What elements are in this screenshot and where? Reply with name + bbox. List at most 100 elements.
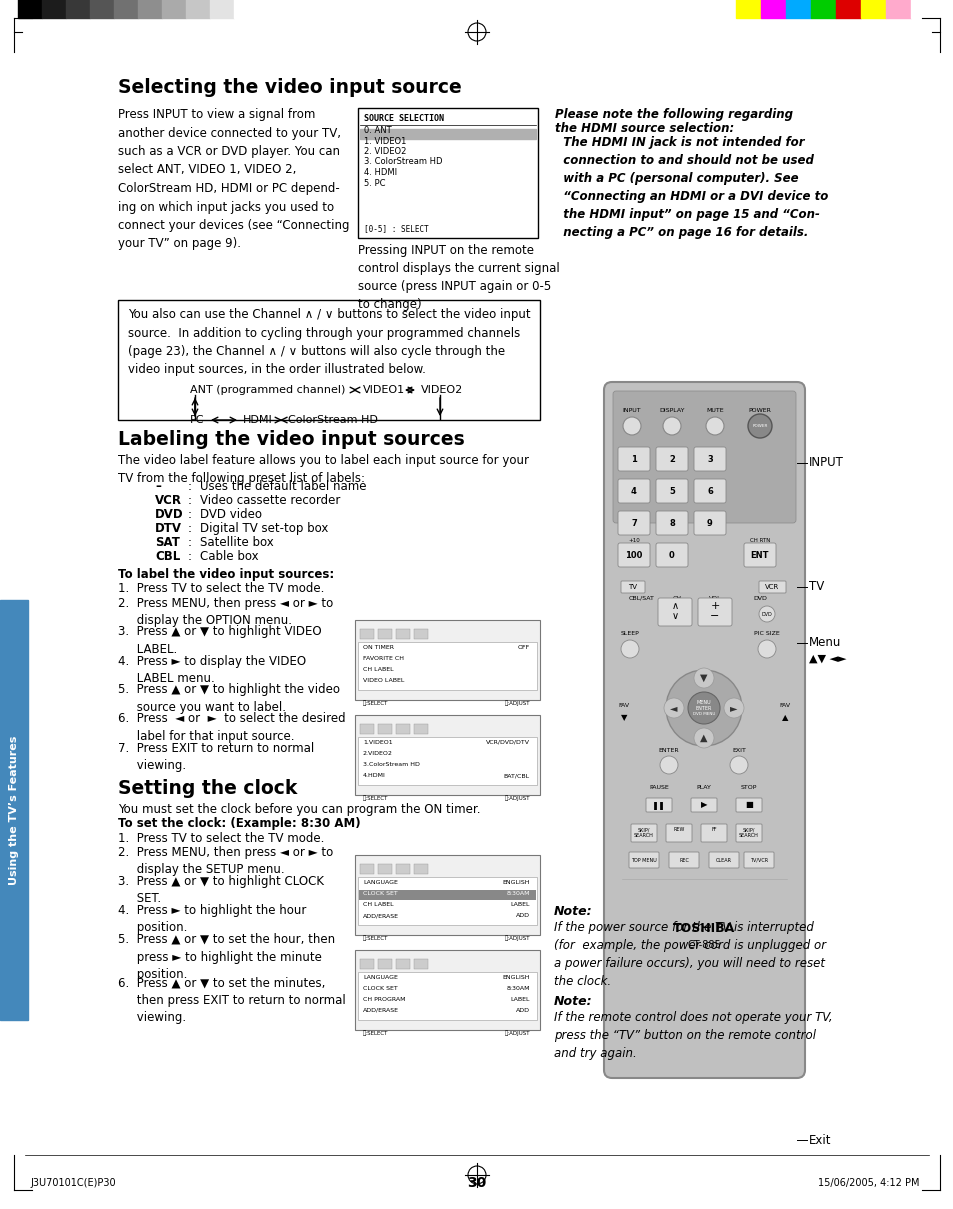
Bar: [414, 864, 428, 874]
FancyBboxPatch shape: [656, 511, 687, 536]
Text: +: +: [710, 601, 719, 611]
FancyBboxPatch shape: [613, 391, 795, 523]
Text: J3U70101C(E)P30: J3U70101C(E)P30: [30, 1178, 115, 1188]
Text: 2. VIDEO2: 2. VIDEO2: [364, 147, 406, 156]
Text: 4: 4: [630, 486, 637, 496]
Bar: [395, 629, 410, 640]
Text: LABEL: LABEL: [510, 997, 530, 1002]
Bar: [357, 877, 537, 925]
Text: You also can use the Channel ∧ / ∨ buttons to select the video input
source.  In: You also can use the Channel ∧ / ∨ butto…: [128, 308, 530, 376]
Text: CLOCK SET: CLOCK SET: [363, 987, 397, 991]
Text: VOL: VOL: [708, 596, 720, 601]
Text: 0: 0: [668, 550, 674, 560]
Text: MENU: MENU: [696, 700, 711, 705]
Bar: [861, 0, 885, 18]
FancyBboxPatch shape: [630, 825, 657, 841]
Text: ADD: ADD: [516, 913, 530, 918]
Bar: [233, 0, 257, 18]
Bar: [760, 0, 785, 18]
Circle shape: [665, 670, 741, 746]
Text: If the remote control does not operate your TV,
press the “TV” button on the rem: If the remote control does not operate y…: [554, 1011, 832, 1060]
Text: SAT: SAT: [154, 536, 180, 549]
Bar: [810, 0, 835, 18]
Bar: [414, 724, 428, 734]
Bar: [359, 724, 374, 734]
Text: :: :: [188, 508, 192, 521]
Text: DISPLAY: DISPLAY: [659, 407, 684, 413]
Text: The HDMI IN jack is not intended for
  connection to and should not be used
  wi: The HDMI IN jack is not intended for con…: [555, 135, 827, 239]
Bar: [355, 715, 539, 796]
Text: Using the TV’s Features: Using the TV’s Features: [9, 735, 19, 885]
Circle shape: [693, 728, 713, 748]
Text: 6: 6: [706, 486, 712, 496]
Text: DVD: DVD: [154, 508, 183, 521]
Text: LANGUAGE: LANGUAGE: [363, 880, 397, 885]
Bar: [885, 0, 910, 18]
Text: 7: 7: [631, 519, 637, 527]
Text: 4.  Press ► to display the VIDEO
     LABEL menu.: 4. Press ► to display the VIDEO LABEL me…: [118, 654, 306, 686]
Bar: [162, 0, 186, 18]
Text: INPUT: INPUT: [808, 457, 843, 469]
Text: :: :: [188, 494, 192, 507]
Circle shape: [758, 640, 775, 658]
Text: Labeling the video input sources: Labeling the video input sources: [118, 430, 464, 449]
Text: OFF: OFF: [517, 644, 530, 650]
Text: :: :: [188, 536, 192, 549]
Bar: [414, 959, 428, 968]
Text: PC: PC: [190, 415, 204, 426]
Text: POWER: POWER: [748, 407, 771, 413]
Text: 1.  Press TV to select the TV mode.: 1. Press TV to select the TV mode.: [118, 832, 324, 845]
FancyBboxPatch shape: [698, 598, 731, 626]
Text: VCR/DVD/DTV: VCR/DVD/DTV: [485, 740, 530, 745]
Text: SOURCE SELECTION: SOURCE SELECTION: [364, 114, 443, 123]
Text: ▶: ▶: [700, 800, 706, 810]
Text: ENTER: ENTER: [658, 748, 679, 753]
Text: 8:30AM: 8:30AM: [506, 891, 530, 896]
Bar: [359, 629, 374, 640]
Text: 1.  Press TV to select the TV mode.: 1. Press TV to select the TV mode.: [118, 582, 324, 595]
Bar: [355, 620, 539, 700]
Circle shape: [659, 756, 678, 774]
Text: 5.  Press ▲ or ▼ to set the hour, then
     press ► to highlight the minute
    : 5. Press ▲ or ▼ to set the hour, then pr…: [118, 933, 335, 980]
Text: 2: 2: [668, 455, 674, 463]
Text: 2.  Press MENU, then press ◄ or ► to
     display the SETUP menu.: 2. Press MENU, then press ◄ or ► to disp…: [118, 846, 333, 877]
FancyBboxPatch shape: [645, 798, 671, 812]
FancyBboxPatch shape: [693, 511, 725, 536]
Text: ON TIMER: ON TIMER: [363, 644, 394, 650]
Text: CH RTN: CH RTN: [749, 538, 769, 543]
Text: The video label feature allows you to label each input source for your
TV from t: The video label feature allows you to la…: [118, 455, 529, 485]
Text: 9: 9: [706, 519, 712, 527]
Text: 2.VIDEO2: 2.VIDEO2: [363, 751, 393, 756]
Text: 3.  Press ▲ or ▼ to highlight VIDEO
     LABEL.: 3. Press ▲ or ▼ to highlight VIDEO LABEL…: [118, 625, 321, 656]
Text: CLOCK SET: CLOCK SET: [363, 891, 397, 896]
Text: Uses the default label name: Uses the default label name: [200, 480, 366, 493]
Text: 4.  Press ► to highlight the hour
     position.: 4. Press ► to highlight the hour positio…: [118, 904, 306, 935]
Text: 7.  Press EXIT to return to normal
     viewing.: 7. Press EXIT to return to normal viewin…: [118, 741, 314, 773]
Text: LANGUAGE: LANGUAGE: [363, 974, 397, 980]
FancyBboxPatch shape: [735, 798, 761, 812]
Text: VIDEO2: VIDEO2: [420, 384, 463, 395]
Bar: [377, 724, 392, 734]
Text: Ⓜ:SELECT: Ⓜ:SELECT: [363, 935, 388, 941]
Bar: [377, 864, 392, 874]
FancyBboxPatch shape: [628, 852, 659, 868]
Text: ENTER: ENTER: [695, 706, 712, 711]
Text: 3: 3: [706, 455, 712, 463]
Text: Note:: Note:: [554, 906, 592, 918]
Text: +10: +10: [627, 538, 639, 543]
Text: 5.  Press ▲ or ▼ to highlight the video
     source you want to label.: 5. Press ▲ or ▼ to highlight the video s…: [118, 683, 339, 715]
FancyBboxPatch shape: [743, 543, 775, 567]
Text: 5: 5: [668, 486, 674, 496]
Bar: [90, 0, 113, 18]
Bar: [357, 108, 537, 238]
Text: TV: TV: [808, 580, 823, 594]
Text: Ⓜ:ADJUST: Ⓜ:ADJUST: [504, 935, 530, 941]
Text: Menu: Menu: [808, 636, 841, 649]
FancyBboxPatch shape: [693, 479, 725, 503]
Text: Digital TV set-top box: Digital TV set-top box: [200, 522, 328, 536]
Bar: [357, 972, 537, 1020]
Text: DTV: DTV: [154, 522, 182, 536]
Bar: [0, 600, 28, 1020]
Text: TOSHIBA: TOSHIBA: [672, 922, 735, 936]
Bar: [359, 129, 536, 139]
